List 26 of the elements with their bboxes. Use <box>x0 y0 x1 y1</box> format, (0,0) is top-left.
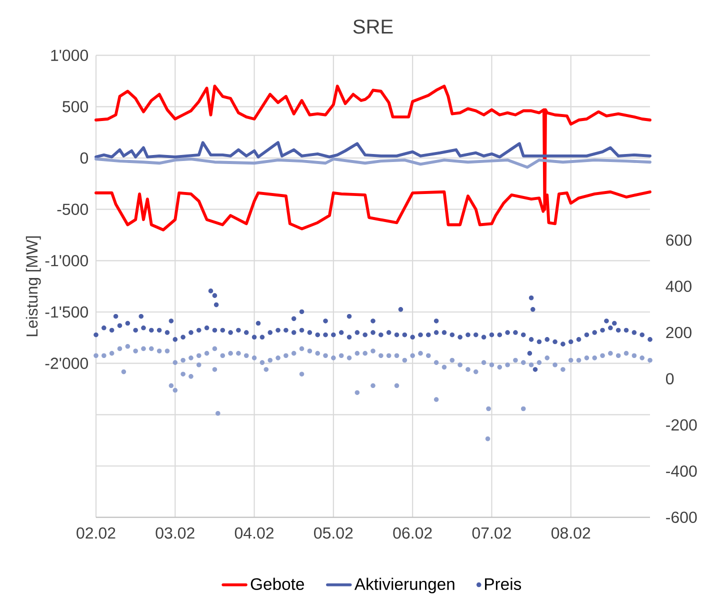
y2-tick-label: -600 <box>666 512 697 523</box>
y-tick-label: -1'500 <box>45 306 88 318</box>
y-tick-label: -1'000 <box>45 255 88 266</box>
y2-tick-label: 600 <box>666 234 692 246</box>
x-tick-label: 08.02 <box>551 527 590 539</box>
x-tick-label: 05.02 <box>314 527 353 539</box>
y2-tick-label: 400 <box>666 280 692 292</box>
x-tick-label: 06.02 <box>393 527 432 539</box>
x-tick-label: 04.02 <box>234 527 274 539</box>
y-tick-label: 0 <box>80 152 88 164</box>
y-tick-label: 1'000 <box>51 50 88 61</box>
y2-tick-label: -400 <box>666 465 697 477</box>
legend-label: Gebote <box>250 578 304 590</box>
y-axis-title: Leistung [MW] <box>26 236 41 336</box>
y2-tick-label: -200 <box>666 419 697 431</box>
x-tick-label: 03.02 <box>156 527 194 539</box>
x-tick-label: 07.02 <box>472 527 511 539</box>
chart-title: SRE <box>353 20 393 34</box>
y-tick-label: -2'000 <box>45 358 88 369</box>
y2-tick-label: 200 <box>666 326 692 338</box>
y-tick-label: -500 <box>57 204 88 215</box>
x-tick-label: 02.02 <box>76 527 116 539</box>
y2-tick-label: 0 <box>666 373 674 384</box>
legend-label: Preis <box>485 578 522 590</box>
legend-label: Aktivierungen <box>354 578 454 594</box>
y-tick-label: 500 <box>62 101 88 112</box>
